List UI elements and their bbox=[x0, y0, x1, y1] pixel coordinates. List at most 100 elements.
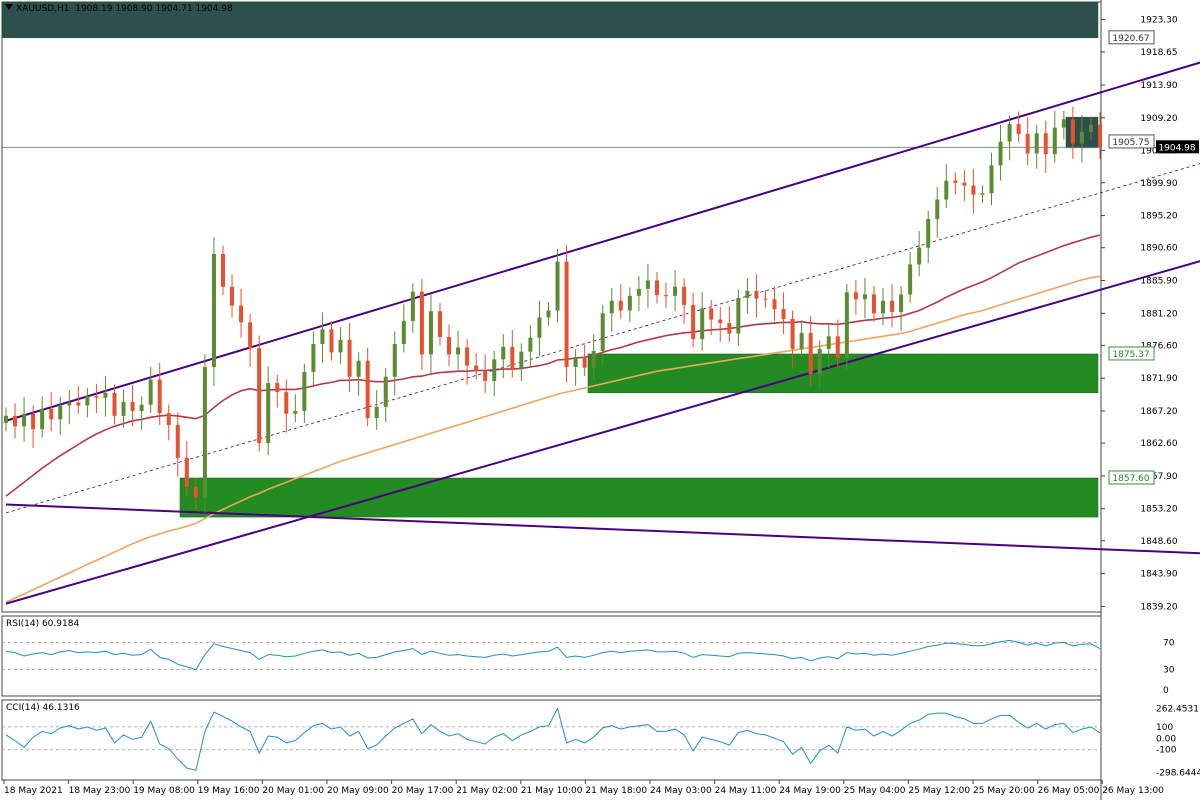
rsi-pane-frame bbox=[1, 615, 1102, 697]
candle-body-30 bbox=[275, 383, 280, 393]
candle-body-65 bbox=[591, 350, 596, 368]
candle-body-61 bbox=[555, 261, 560, 311]
candle-body-7 bbox=[67, 402, 72, 406]
candle-body-45 bbox=[410, 291, 415, 321]
candle-body-25 bbox=[230, 286, 235, 306]
candle-body-60 bbox=[546, 310, 551, 318]
candle-body-113 bbox=[1025, 133, 1030, 154]
candle-body-59 bbox=[537, 317, 542, 338]
price-tick-label-16: 1848.60 bbox=[1140, 537, 1177, 547]
level-box-2 bbox=[1108, 346, 1155, 361]
candle-body-12 bbox=[112, 392, 117, 416]
price-tick-label-10: 1876.60 bbox=[1140, 341, 1177, 351]
candle-body-18 bbox=[166, 413, 171, 425]
channel-line-2 bbox=[5, 163, 1200, 514]
cci-tick-label-3: -100 bbox=[1156, 746, 1177, 756]
candle-body-99 bbox=[899, 294, 904, 312]
candle-body-76 bbox=[691, 304, 696, 340]
candle-body-74 bbox=[673, 286, 678, 296]
candle-body-39 bbox=[356, 360, 361, 377]
candle-body-63 bbox=[573, 357, 578, 368]
time-tick-label-1: 18 May 23:00 bbox=[69, 786, 131, 796]
channel-line-3 bbox=[5, 503, 1200, 555]
time-tick-label-14: 25 May 12:00 bbox=[908, 786, 970, 796]
level-box-3 bbox=[1108, 470, 1155, 485]
candle-body-38 bbox=[347, 339, 352, 377]
symbol-header: XAUUSD,H1 1908.19 1908.90 1904.71 1904.9… bbox=[5, 4, 233, 14]
price-tick-label-13: 1862.60 bbox=[1140, 439, 1177, 449]
candle-body-106 bbox=[962, 182, 967, 186]
triangle-down-icon[interactable] bbox=[5, 4, 13, 10]
candle-body-83 bbox=[754, 290, 759, 299]
candle-body-96 bbox=[871, 294, 876, 314]
candle-body-27 bbox=[248, 322, 253, 349]
candle-body-104 bbox=[944, 180, 949, 200]
candle-body-34 bbox=[311, 343, 316, 372]
price-tick-label-9: 1881.20 bbox=[1140, 309, 1177, 319]
candle-body-48 bbox=[437, 311, 442, 338]
candle-body-107 bbox=[971, 185, 976, 195]
candle-body-72 bbox=[654, 280, 659, 296]
price-tick-label-11: 1871.90 bbox=[1140, 374, 1177, 384]
time-tick-label-8: 21 May 10:00 bbox=[521, 786, 583, 796]
cci-line bbox=[5, 707, 1101, 771]
candle-body-64 bbox=[582, 357, 587, 368]
candle-body-24 bbox=[220, 253, 225, 287]
price-tick-label-17: 1843.90 bbox=[1140, 570, 1177, 580]
ohlc-values: 1908.19 1908.90 1904.71 1904.98 bbox=[75, 4, 233, 14]
candle-body-95 bbox=[862, 294, 867, 300]
candle-body-9 bbox=[85, 396, 90, 406]
candle-body-86 bbox=[781, 309, 786, 319]
cci-title: CCI(14) 46.1316 bbox=[6, 703, 80, 713]
price-tick-label-12: 1867.20 bbox=[1140, 407, 1177, 417]
candle-body-26 bbox=[239, 305, 244, 323]
candle-body-58 bbox=[528, 337, 533, 352]
time-tick-label-13: 25 May 04:00 bbox=[844, 786, 906, 796]
rsi-tick-label-1: 30 bbox=[1163, 666, 1175, 676]
candle-body-115 bbox=[1043, 133, 1048, 155]
price-tick-label-14: 1857.90 bbox=[1140, 472, 1177, 482]
ma-line-1 bbox=[5, 234, 1101, 497]
channel-line-1 bbox=[5, 260, 1200, 605]
candle-body-23 bbox=[211, 253, 216, 368]
price-tick-label-6: 1895.20 bbox=[1140, 212, 1177, 222]
level-box-1 bbox=[1108, 134, 1155, 149]
level-label-3: 1857.60 bbox=[1112, 474, 1149, 484]
price-tick-label-8: 1885.90 bbox=[1140, 276, 1177, 286]
price-tick-label-5: 1899.90 bbox=[1140, 179, 1177, 189]
candle-body-46 bbox=[419, 291, 424, 355]
price-tick-label-7: 1890.60 bbox=[1140, 244, 1177, 254]
candle-body-84 bbox=[763, 298, 768, 300]
candle-body-21 bbox=[193, 487, 198, 498]
candle-body-78 bbox=[709, 308, 714, 320]
current-price-label: 1904.98 bbox=[1158, 143, 1195, 153]
symbol-name: XAUUSD,H1 bbox=[16, 4, 70, 14]
rsi-tick-label-2: 0 bbox=[1163, 686, 1169, 696]
time-tick-label-15: 25 May 20:00 bbox=[973, 786, 1035, 796]
channel-line-0 bbox=[5, 61, 1200, 422]
time-tick-label-3: 19 May 16:00 bbox=[198, 786, 260, 796]
candle-body-77 bbox=[700, 308, 705, 340]
candle-body-29 bbox=[266, 383, 271, 444]
candle-body-4 bbox=[40, 408, 45, 430]
candle-body-0 bbox=[4, 415, 8, 423]
candle-body-1 bbox=[13, 415, 18, 427]
candle-body-108 bbox=[980, 193, 985, 195]
candle-body-82 bbox=[745, 290, 750, 298]
time-tick-label-2: 19 May 08:00 bbox=[133, 786, 195, 796]
candle-body-62 bbox=[564, 261, 569, 368]
candle-body-66 bbox=[600, 313, 605, 351]
candle-body-87 bbox=[790, 318, 795, 349]
candle-body-40 bbox=[365, 360, 370, 418]
candle-body-28 bbox=[257, 348, 262, 444]
candle-body-43 bbox=[392, 343, 397, 377]
candle-body-41 bbox=[374, 406, 379, 418]
candle-body-49 bbox=[447, 337, 452, 355]
candle-body-17 bbox=[157, 379, 162, 414]
candle-body-111 bbox=[1007, 124, 1012, 142]
candle-body-42 bbox=[383, 376, 388, 407]
candle-body-94 bbox=[853, 292, 858, 300]
candle-body-101 bbox=[917, 247, 922, 265]
